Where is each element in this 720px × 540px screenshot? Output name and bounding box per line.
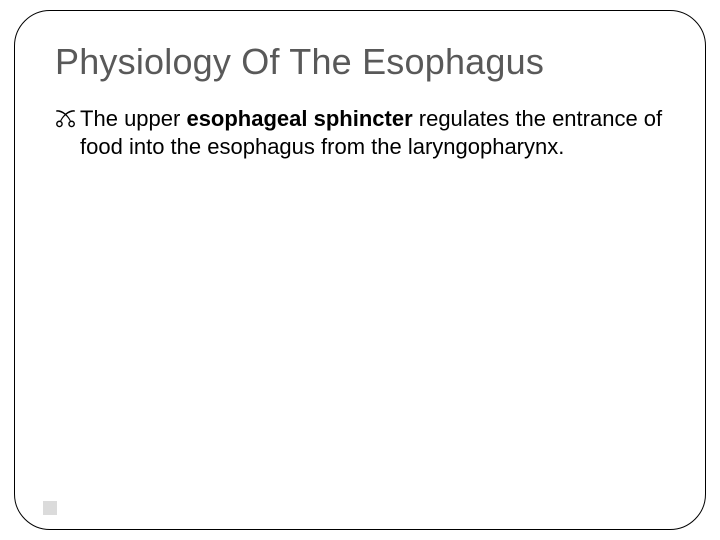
bullet-icon: 🜼	[55, 107, 76, 133]
bullet-pre: The upper	[80, 106, 186, 131]
bullet-item: 🜼 The upper esophageal sphincter regulat…	[55, 105, 665, 160]
bullet-text: The upper esophageal sphincter regulates…	[80, 105, 665, 160]
slide-frame: Physiology Of The Esophagus 🜼 The upper …	[14, 10, 706, 530]
slide-title: Physiology Of The Esophagus	[55, 41, 665, 83]
footer-decoration	[43, 501, 57, 515]
bullet-bold: esophageal sphincter	[186, 106, 412, 131]
